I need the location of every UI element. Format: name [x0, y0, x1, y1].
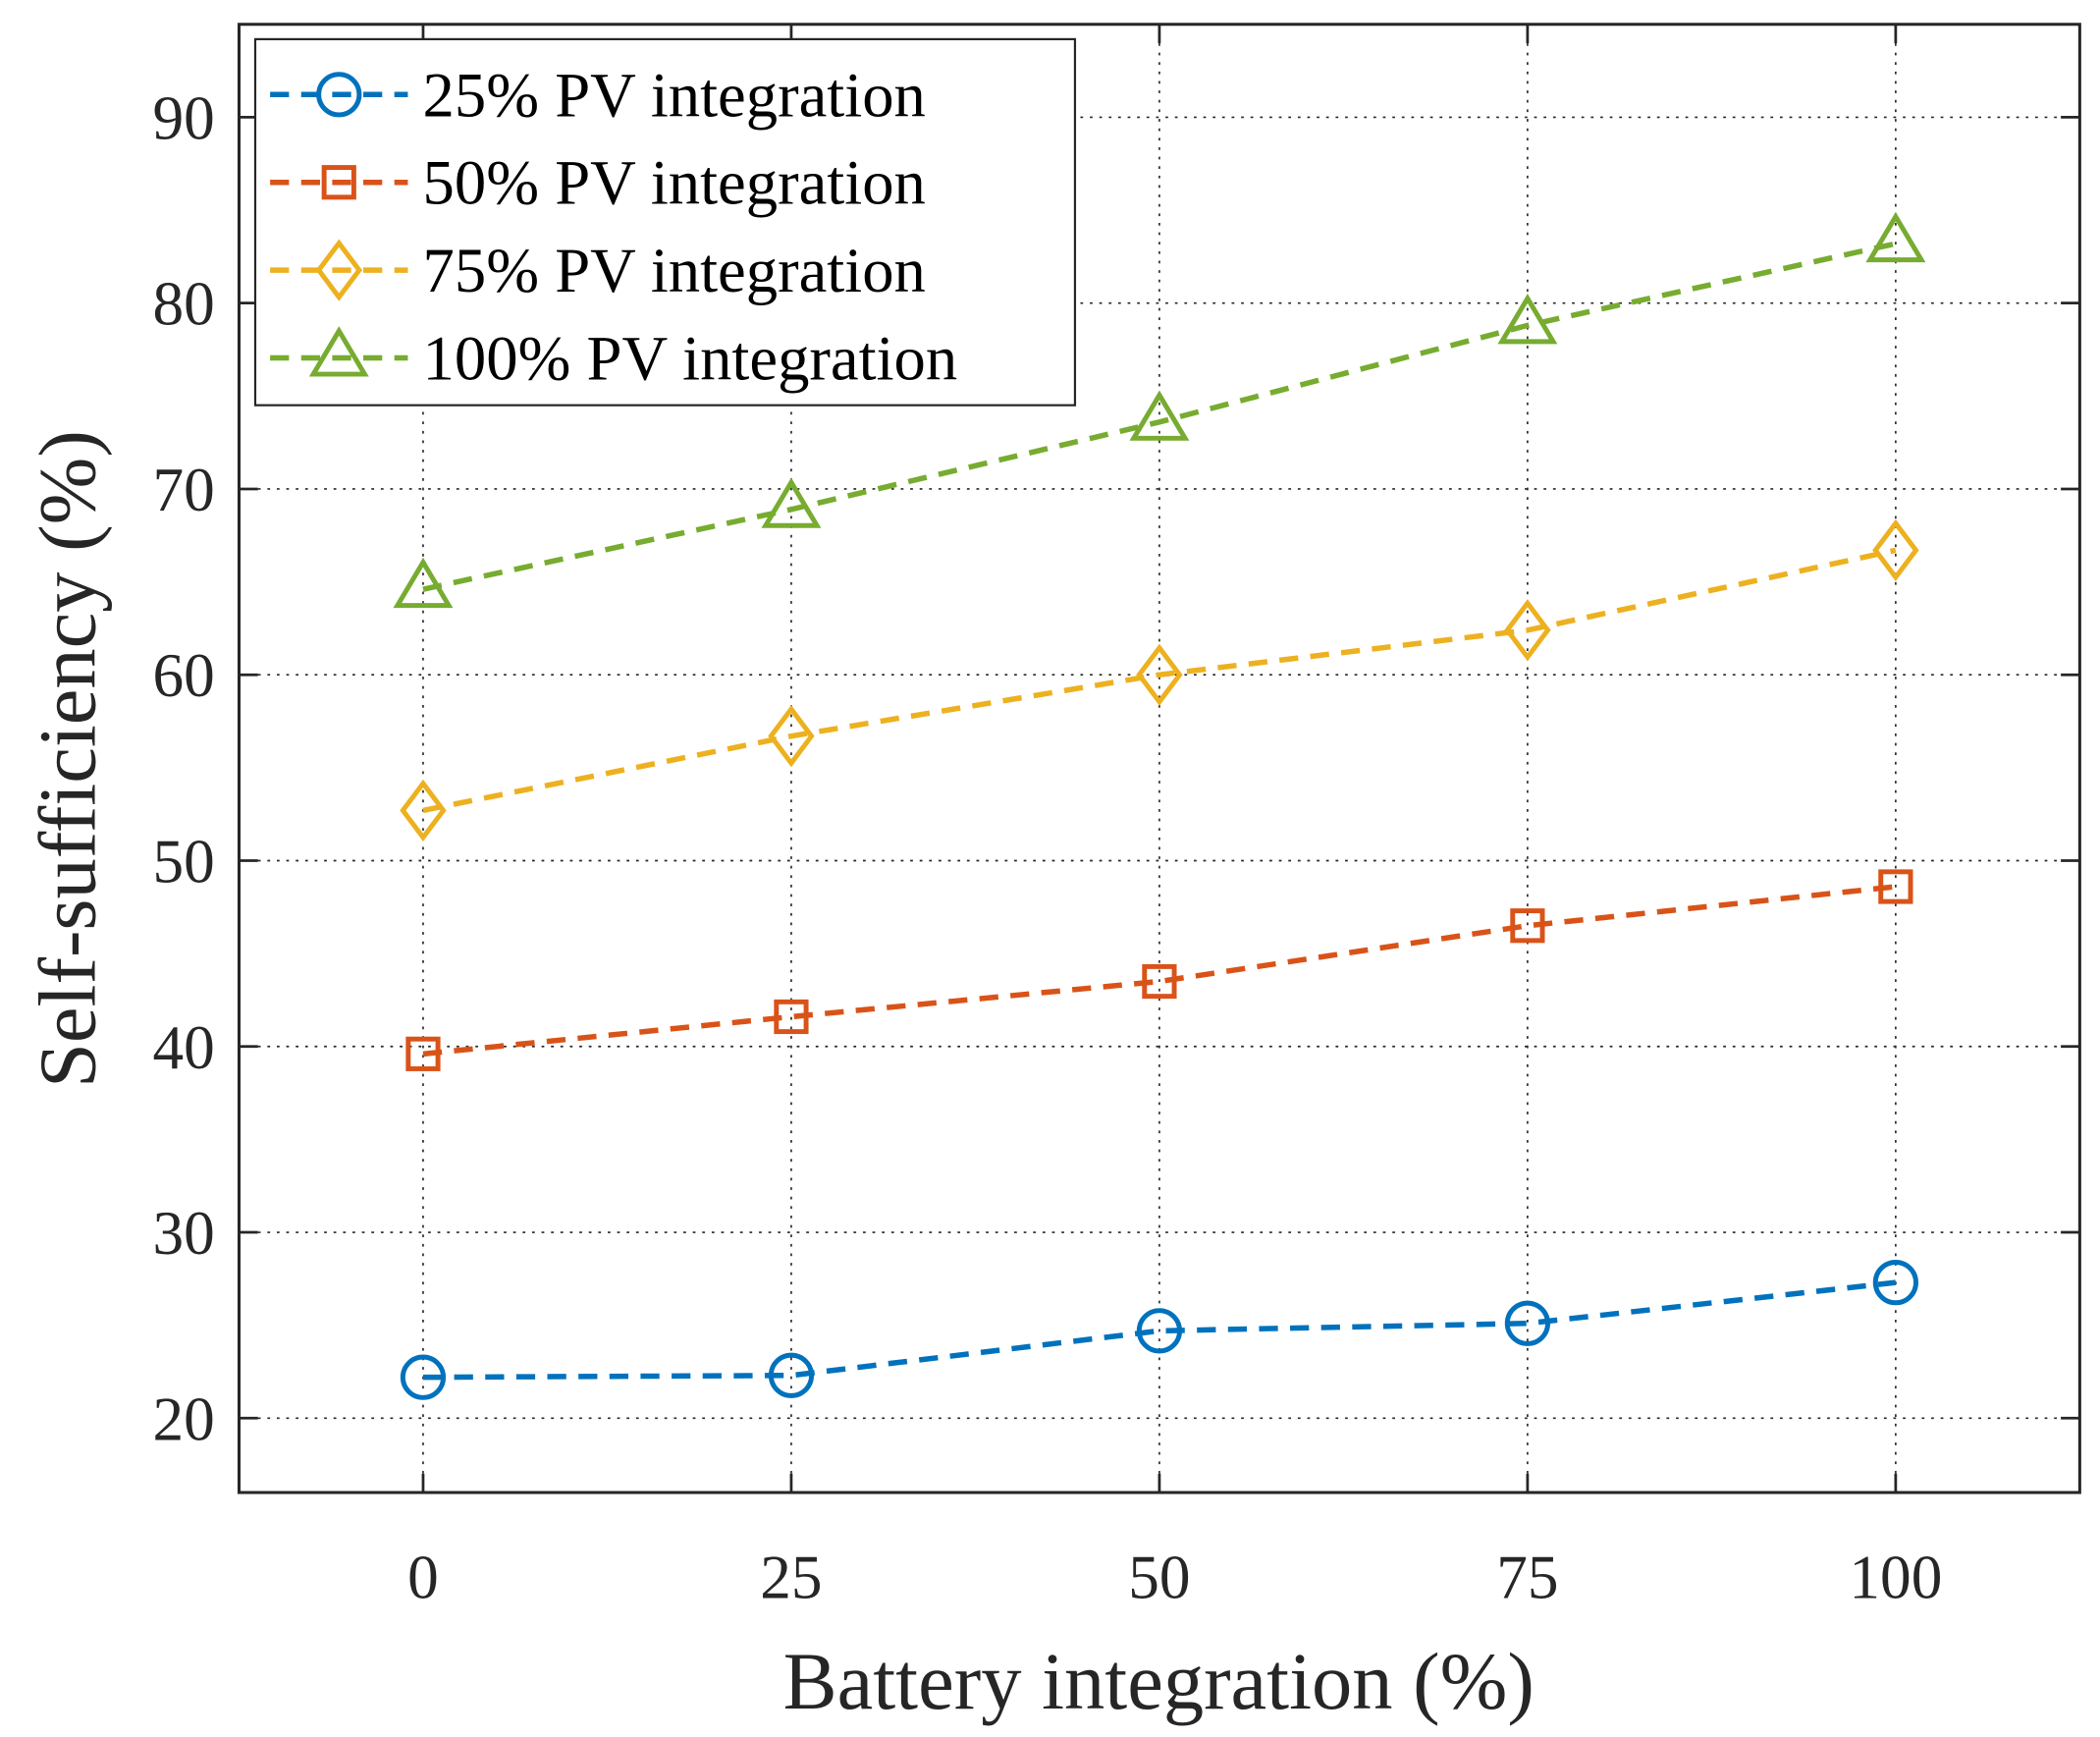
legend-marker-triangle: [308, 326, 369, 377]
data-point: [1497, 294, 1558, 345]
legend-marker-diamond: [315, 239, 362, 301]
legend-item: 100% PV integration: [270, 323, 957, 394]
y-tick-label: 90: [152, 83, 214, 152]
data-point: [1504, 1300, 1551, 1346]
legend-item: 75% PV integration: [270, 235, 926, 305]
x-tick-label: 100: [1849, 1543, 1942, 1611]
x-tick-label: 75: [1496, 1543, 1558, 1611]
legend-label: 25% PV integration: [423, 59, 926, 130]
grid: [239, 24, 2080, 1493]
data-point: [400, 1354, 447, 1400]
series-line: [422, 241, 1897, 592]
data-point: [1878, 869, 1913, 904]
x-tick-label: 50: [1128, 1543, 1190, 1611]
data-point: [774, 999, 809, 1035]
data-point: [400, 779, 447, 842]
series-circle: [400, 1260, 1918, 1400]
data-point: [405, 1036, 441, 1071]
data-point: [1136, 1308, 1183, 1354]
data-point: [1142, 963, 1177, 1000]
data-point: [768, 705, 815, 768]
legend: 25% PV integration 50% PV integration 75% …: [253, 37, 1077, 407]
y-tick-label: 40: [152, 1013, 214, 1082]
x-tick-label: 0: [407, 1543, 439, 1611]
legend-label: 100% PV integration: [423, 323, 958, 394]
data-point: [1136, 643, 1183, 706]
data-point: [768, 1352, 815, 1398]
y-tick-label: 60: [152, 641, 214, 710]
legend-item: 50% PV integration: [270, 147, 926, 218]
ticks: 0 25 50 75 100 20 30 40 50 60 70 80 90: [152, 24, 2080, 1611]
y-tick-label: 50: [152, 827, 214, 896]
y-tick-label: 80: [152, 270, 214, 339]
legend-box: [253, 37, 1077, 407]
legend-label: 75% PV integration: [423, 235, 926, 305]
series-triangle: [393, 211, 1926, 609]
y-axis-label: Self-sufficiency (%): [22, 430, 112, 1088]
legend-item: 25% PV integration: [270, 59, 926, 130]
data-point: [1504, 599, 1551, 662]
data-point: [1872, 1260, 1918, 1306]
series-square: [405, 869, 1913, 1071]
series-group: [393, 211, 1926, 1400]
data-point: [1865, 211, 1926, 263]
y-tick-label: 20: [152, 1384, 214, 1453]
x-tick-label: 25: [760, 1543, 822, 1611]
data-point: [393, 557, 454, 609]
data-point: [1510, 908, 1545, 944]
legend-marker-square: [321, 165, 356, 200]
series-diamond: [400, 518, 1919, 842]
data-point: [761, 477, 822, 528]
y-tick-label: 70: [152, 456, 214, 524]
data-point: [1872, 518, 1919, 582]
legend-marker-circle: [316, 72, 362, 118]
x-axis-label: Battery integration (%): [783, 1636, 1535, 1726]
series-line: [422, 547, 1897, 814]
legend-label: 50% PV integration: [423, 147, 926, 218]
y-tick-label: 30: [152, 1199, 214, 1268]
data-point: [1129, 390, 1190, 441]
